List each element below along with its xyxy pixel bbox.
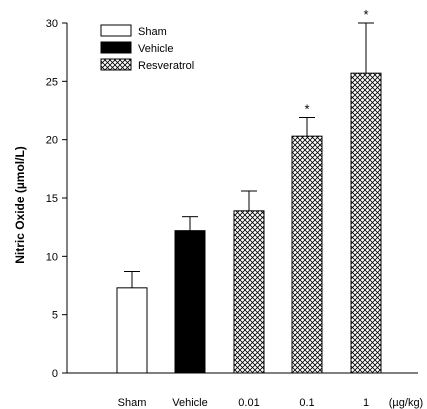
y-tick-label: 0 bbox=[52, 368, 58, 380]
bar bbox=[233, 210, 265, 374]
x-tick-label: 1 bbox=[363, 397, 369, 409]
legend-swatch bbox=[100, 58, 132, 71]
x-tick-label: 0.1 bbox=[299, 397, 314, 409]
y-tick-label: 10 bbox=[46, 251, 58, 263]
x-tick-label: 0.01 bbox=[238, 397, 259, 409]
x-unit-label: (µg/kg) bbox=[389, 397, 423, 409]
y-tick-label: 25 bbox=[46, 76, 58, 88]
significance-marker: * bbox=[363, 7, 368, 22]
y-tick-label: 15 bbox=[46, 193, 58, 205]
bar bbox=[350, 72, 382, 374]
x-tick-label: Sham bbox=[118, 397, 147, 409]
legend-label: Resveratrol bbox=[138, 60, 194, 72]
legend-label: Sham bbox=[138, 26, 167, 38]
x-tick-label: Vehicle bbox=[172, 397, 207, 409]
legend-label: Vehicle bbox=[138, 43, 173, 55]
bar bbox=[291, 135, 323, 374]
y-tick-label: 30 bbox=[46, 18, 58, 30]
legend-swatch bbox=[100, 41, 132, 54]
bar bbox=[174, 230, 206, 374]
y-tick-label: 20 bbox=[46, 135, 58, 147]
y-tick-label: 5 bbox=[52, 310, 58, 322]
y-axis-title: Nitric Oxide (µmol/L) bbox=[13, 146, 27, 264]
legend-swatch bbox=[100, 24, 132, 37]
significance-marker: * bbox=[304, 102, 309, 117]
bar bbox=[116, 287, 148, 374]
plot-area: 0 5 10 15 20 25 30 Sham Vehicle 0.01 * 0.1 * 1 (µg/kg)… bbox=[46, 7, 423, 409]
